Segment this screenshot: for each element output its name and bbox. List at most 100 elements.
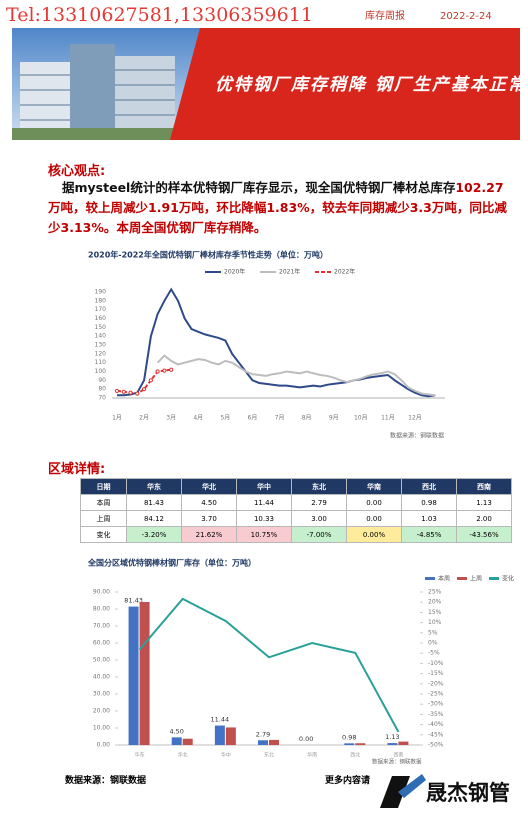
cell: 0.00% [346, 526, 402, 543]
y-tick-label: 140 [95, 333, 107, 340]
y2-tick-label: -10% [428, 660, 444, 667]
y-tick-label: 190 [95, 289, 107, 296]
legend-swatch [425, 577, 435, 580]
windows [20, 69, 175, 121]
x-tick-label: 11月 [381, 415, 395, 422]
y-tick-label: 0.00 [97, 742, 111, 749]
cell: 10.75% [236, 526, 292, 543]
x-tick-label: 12月 [408, 415, 422, 422]
cell: 2.00 [456, 510, 512, 527]
y-tick-label: 40.00 [93, 674, 110, 681]
cell: 81.43 [126, 494, 182, 511]
legend-label: 本周 [438, 575, 450, 583]
y2-tick-label: -30% [428, 701, 444, 708]
y-tick-label: 180 [95, 297, 107, 304]
legend-swatch [489, 577, 499, 580]
legend-label: 2021年 [279, 268, 300, 276]
report-date: 2022-2-24 [440, 11, 492, 22]
y-tick-label: 120 [95, 350, 107, 357]
cell: 1.13 [456, 494, 512, 511]
cell: 11.44 [236, 494, 292, 511]
y-tick-label: 10.00 [93, 725, 110, 732]
y2-tick-label: 5% [428, 629, 438, 636]
headline: 优特钢厂库存稍降 钢厂生产基本正常 [215, 75, 527, 95]
point [114, 388, 120, 394]
point [155, 369, 160, 374]
cell: 本周 [80, 494, 127, 511]
x-tick-label: 华南 [307, 752, 317, 759]
x-tick-label: 华中 [221, 752, 231, 759]
legend-label: 上周 [470, 575, 482, 583]
y-tick-label: 30.00 [93, 691, 110, 698]
trees [12, 128, 192, 140]
core-heading: 核心观点: [48, 164, 106, 179]
y-tick-label: 110 [95, 359, 107, 366]
header-cell: 西南 [456, 478, 512, 495]
bar [258, 740, 268, 745]
y-tick-label: 130 [95, 342, 107, 349]
y-tick-label: 90.00 [93, 589, 110, 596]
cell: 0.00 [346, 494, 402, 511]
core-paragraph: 据mysteel统计的样本优特钢厂库存显示，现全国优特钢厂棒材总库存102.27… [48, 178, 512, 238]
y2-tick-label: 0% [428, 640, 438, 647]
paragraph-segment: 102.27万吨，较上周减少1.91万吨，环比降幅1.83%，较去年同期减少3.… [48, 180, 507, 235]
chart-source: 数据来源：钢联数据 [372, 758, 422, 766]
value-label: 11.44 [211, 716, 230, 724]
x-tick-label: 10月 [354, 415, 368, 422]
legend-label: 2020年 [224, 268, 245, 276]
y2-tick-label: 10% [428, 619, 442, 626]
x-tick-label: 9月 [329, 415, 339, 422]
y2-tick-label: -50% [428, 742, 444, 749]
legend-swatch [457, 577, 467, 580]
y2-tick-label: 15% [428, 609, 442, 616]
y-tick-label: 170 [95, 306, 107, 313]
bar [398, 741, 409, 745]
phone: Tel:13310627581,13306359611 [6, 4, 313, 26]
header-cell: 华北 [181, 478, 237, 495]
series-line [117, 287, 436, 398]
legend-label: 变化 [502, 575, 514, 583]
value-label: 1.13 [385, 733, 399, 741]
y2-tick-label: -35% [428, 711, 444, 718]
y-tick-label: 70.00 [93, 623, 110, 630]
bar [128, 606, 139, 745]
header-cell: 日期 [80, 478, 127, 495]
table: 日期 华东 华北 华中 东北 华南 西北 西南 本周 81.43 4.50 11.44 2.79 0.00… [80, 478, 512, 543]
bar [214, 725, 225, 745]
row: 本周 81.43 4.50 11.44 2.79 0.00 0.98 1.13 [80, 494, 512, 511]
line-chart: 2020年-2022年全国优特钢厂棒材库存季节性走势（单位：万吨） 70 80 90 1… [88, 250, 445, 440]
point [128, 390, 133, 395]
cell: 84.12 [126, 510, 182, 527]
paragraph-segment: 据mysteel统计的样本优特钢厂库存显示，现全国优特钢厂棒材总库存 [62, 180, 456, 195]
cell: 1.03 [401, 510, 457, 527]
y2-tick-label: -20% [428, 680, 444, 687]
header-cell: 西北 [401, 478, 457, 495]
x-tick-label: 5月 [220, 415, 230, 422]
row: 变化 -3.20% 21.62% 10.75% -7.00% 0.00% -4.85% -43… [80, 526, 512, 543]
y2-tick-label: 20% [428, 599, 442, 606]
header-cell: 华南 [346, 478, 402, 495]
value-label: 81.43 [124, 597, 143, 605]
y-tick-label: 60.00 [93, 640, 110, 647]
cell: 21.62% [181, 526, 237, 543]
value-label: 0.98 [342, 733, 356, 741]
y-tick-label: 20.00 [93, 708, 110, 715]
series-line [138, 597, 400, 733]
series-line [156, 354, 436, 397]
building [70, 44, 115, 140]
y-tick-label: 90 [98, 377, 106, 384]
row: 上周 84.12 3.70 10.33 3.00 0.00 1.03 2.00 [80, 510, 512, 527]
value-label: 4.50 [169, 727, 183, 735]
cell: 3.00 [291, 510, 347, 527]
series-line [116, 368, 172, 395]
cell: 3.70 [181, 510, 237, 527]
bar [182, 738, 193, 745]
legend-label: 2022年 [334, 268, 355, 276]
x-tick-label: 6月 [248, 415, 258, 422]
building [115, 56, 175, 140]
bar [387, 743, 398, 745]
x-tick-label: 3月 [166, 415, 176, 422]
banner-red [170, 28, 520, 140]
y2-tick-label: -5% [428, 650, 440, 657]
bar [139, 601, 150, 745]
